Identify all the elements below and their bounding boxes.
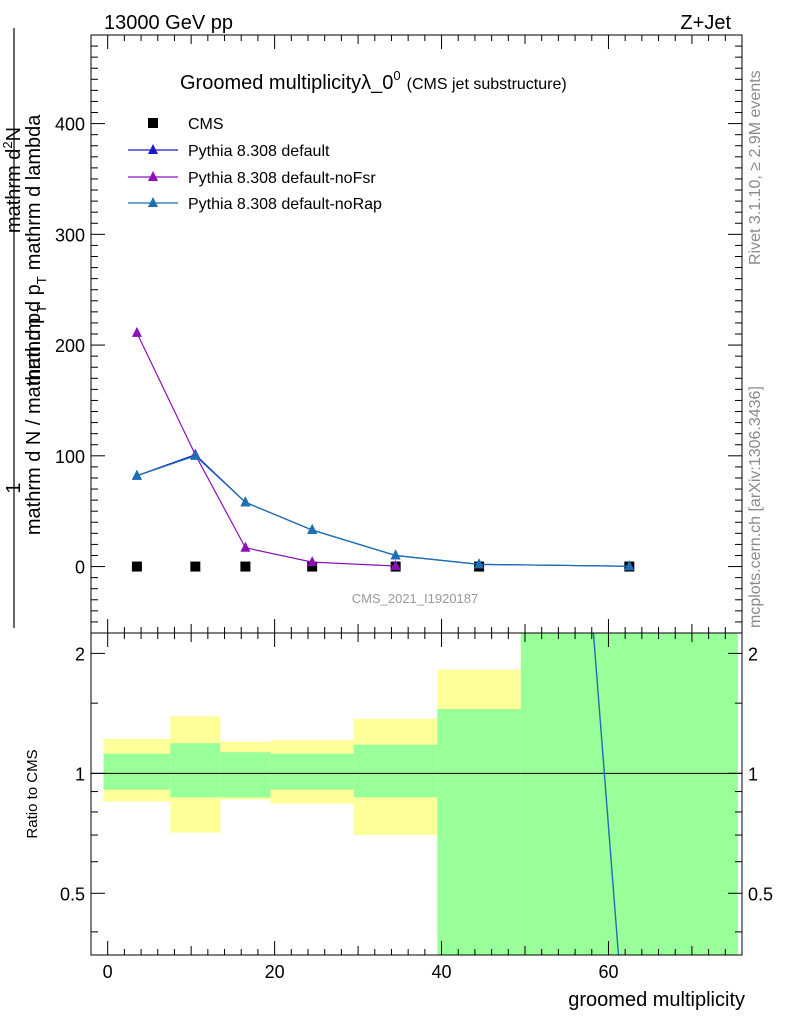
ratio-y-label: Ratio to CMS xyxy=(24,749,41,838)
x-axis-label: groomed multiplicity xyxy=(568,989,745,1011)
series-line-pythia-8-308-default xyxy=(136,454,630,567)
header-right: Z+Jet xyxy=(680,12,731,34)
point-pythia-8-308-default-norap xyxy=(307,524,318,535)
band-green xyxy=(103,753,171,790)
ratio-y-ticks: 0.5 0.5 1 1 2 2 xyxy=(60,644,773,933)
ylabel-num-text: mathrm d xyxy=(3,149,25,233)
main-ytick-label: 100 xyxy=(55,447,85,467)
ratio-bands xyxy=(103,633,738,955)
band-green xyxy=(353,744,438,798)
ylabel-den2-text: mathrm d p xyxy=(23,284,45,385)
main-ytick-label: 200 xyxy=(55,336,85,356)
point-pythia-8-308-default-nofsr xyxy=(390,560,401,571)
ratio-ytick-label: 2 xyxy=(75,644,85,664)
main-ytick-label: 400 xyxy=(55,115,85,135)
ylabel-num-sup: 2 xyxy=(0,141,15,148)
ratio-x-ticks: 0 20 40 60 xyxy=(103,633,726,982)
legend-label-nofsr: Pythia 8.308 default-noFsr xyxy=(188,170,376,187)
chart-title-paren: (CMS jet substructure) xyxy=(407,76,567,93)
xtick-label: 40 xyxy=(432,962,452,982)
ratio-ytick-label-right: 2 xyxy=(748,644,758,664)
legend-marker-nofsr xyxy=(148,171,158,181)
mcplots-label: mcplots.cern.ch [arXiv:1306.3436] xyxy=(747,386,764,628)
ratio-frame xyxy=(90,632,743,956)
band-green xyxy=(220,752,271,798)
point-pythia-8-308-default-norap xyxy=(131,469,142,480)
chart-title-main: Groomed multiplicityλ_0 xyxy=(180,72,393,94)
xtick-label: 0 xyxy=(103,962,113,982)
point-cms xyxy=(307,561,318,572)
point-pythia-8-308-default-norap xyxy=(624,560,635,571)
xtick-label: 20 xyxy=(265,962,285,982)
main-series xyxy=(131,326,635,572)
band-green xyxy=(270,753,354,790)
band-green xyxy=(437,709,521,955)
legend-marker-norap xyxy=(148,197,158,207)
ratio-ytick-label: 0.5 xyxy=(60,884,85,904)
point-cms xyxy=(131,561,142,572)
point-pythia-8-308-default-nofsr xyxy=(240,541,251,552)
legend-label-norap: Pythia 8.308 default-noRap xyxy=(188,196,382,213)
legend: CMS Pythia 8.308 default Pythia 8.308 de… xyxy=(128,116,382,213)
point-pythia-8-308-default-norap xyxy=(474,558,485,569)
legend-marker-default xyxy=(148,144,158,154)
point-cms xyxy=(240,561,251,572)
chart-title-sup: 0 xyxy=(393,68,400,83)
ylabel-den2-sub: T xyxy=(34,276,49,284)
ylabel-den2: mathrm d pTmathrm d lambda xyxy=(23,114,49,386)
ratio-panel: 0.5 0.5 1 1 2 2 0 20 40 60 Ratio to CMS groomed … xyxy=(24,632,773,1011)
watermark: CMS_2021_I1920187 xyxy=(352,591,479,606)
ylabel-num-end: N xyxy=(3,127,25,141)
legend-label-default: Pythia 8.308 default xyxy=(188,143,330,160)
ratio-ytick-label-right: 1 xyxy=(748,764,758,784)
ylabel-bottom: mathrm d N / mathrm d pT xyxy=(23,305,49,535)
chart-title: Groomed multiplicityλ_00 (CMS jet substru… xyxy=(180,68,567,94)
point-pythia-8-308-default-nofsr xyxy=(131,326,142,337)
band-green xyxy=(520,633,738,955)
main-ytick-label: 0 xyxy=(75,558,85,578)
main-ytick-label: 300 xyxy=(55,225,85,245)
ratio-ytick-label: 1 xyxy=(75,764,85,784)
point-pythia-8-308-default-nofsr xyxy=(307,556,318,567)
ylabel-bottom-text: mathrm d N / mathrm d p xyxy=(23,313,45,535)
ratio-ytick-label-right: 0.5 xyxy=(748,884,773,904)
point-pythia-8-308-default-norap xyxy=(390,549,401,560)
main-y-ticks: 0 100 200 300 400 xyxy=(55,35,742,633)
rivet-label: Rivet 3.1.10, ≥ 2.9M events xyxy=(747,70,764,265)
band-green xyxy=(170,743,221,798)
point-pythia-8-308-default-norap xyxy=(240,496,251,507)
point-pythia-8-308-default-norap xyxy=(190,449,201,460)
legend-label-cms: CMS xyxy=(188,116,224,133)
point-cms xyxy=(190,561,201,572)
xtick-label: 60 xyxy=(598,962,618,982)
ylabel-den3-text: mathrm d lambda xyxy=(23,114,45,270)
ylabel-num: mathrm d2N xyxy=(0,127,25,233)
main-y-label: 1 mathrm d N / mathrm d pT mathrm d2N ma… xyxy=(0,28,49,628)
ylabel-bottom-sub: T xyxy=(34,305,49,313)
header-left: 13000 GeV pp xyxy=(104,12,233,34)
ratio-line-norap xyxy=(592,632,620,956)
series-line-pythia-8-308-default-norap xyxy=(136,455,630,567)
legend-marker-cms xyxy=(148,118,158,128)
series-line-pythia-8-308-default-nofsr xyxy=(136,332,396,567)
